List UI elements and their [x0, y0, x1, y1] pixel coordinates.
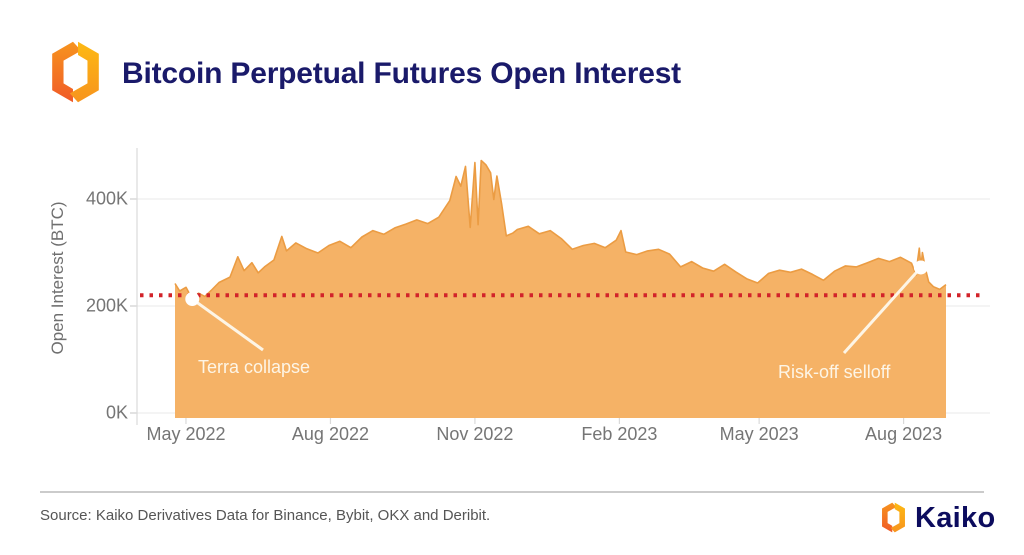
x-tick-label: Feb 2023 [581, 424, 658, 444]
annotation-connector-line [191, 297, 264, 352]
kaiko-wordmark: Kaiko [915, 502, 996, 534]
annotation-connector-line [842, 266, 922, 355]
footer-divider [40, 491, 984, 493]
x-tick-label: May 2022 [146, 424, 226, 444]
x-tick-label: May 2023 [719, 424, 799, 444]
x-tick-label: Aug 2023 [865, 424, 943, 444]
annotation-dot [185, 292, 200, 307]
annotation-dot [913, 260, 928, 275]
y-tick-label: 0K [105, 402, 128, 423]
source-text: Source: Kaiko Derivatives Data for Binan… [40, 507, 491, 524]
kaiko-logo-icon [52, 41, 99, 103]
y-tick-label: 400K [85, 188, 128, 209]
x-tick-label: Aug 2022 [291, 424, 369, 444]
y-axis-title: Open Interest (BTC) [48, 201, 67, 355]
open-interest-line [174, 159, 947, 300]
page-title: Bitcoin Perpetual Futures Open Interest [122, 57, 681, 90]
kaiko-footer-logo-icon [882, 502, 905, 533]
open-interest-area [175, 160, 946, 418]
x-tick-label: Nov 2022 [436, 424, 514, 444]
y-tick-label: 200K [85, 295, 128, 316]
annotation-terra-collapse: Terra collapse [198, 357, 311, 377]
annotation-risk-off-selloff: Risk-off selloff [778, 362, 891, 382]
